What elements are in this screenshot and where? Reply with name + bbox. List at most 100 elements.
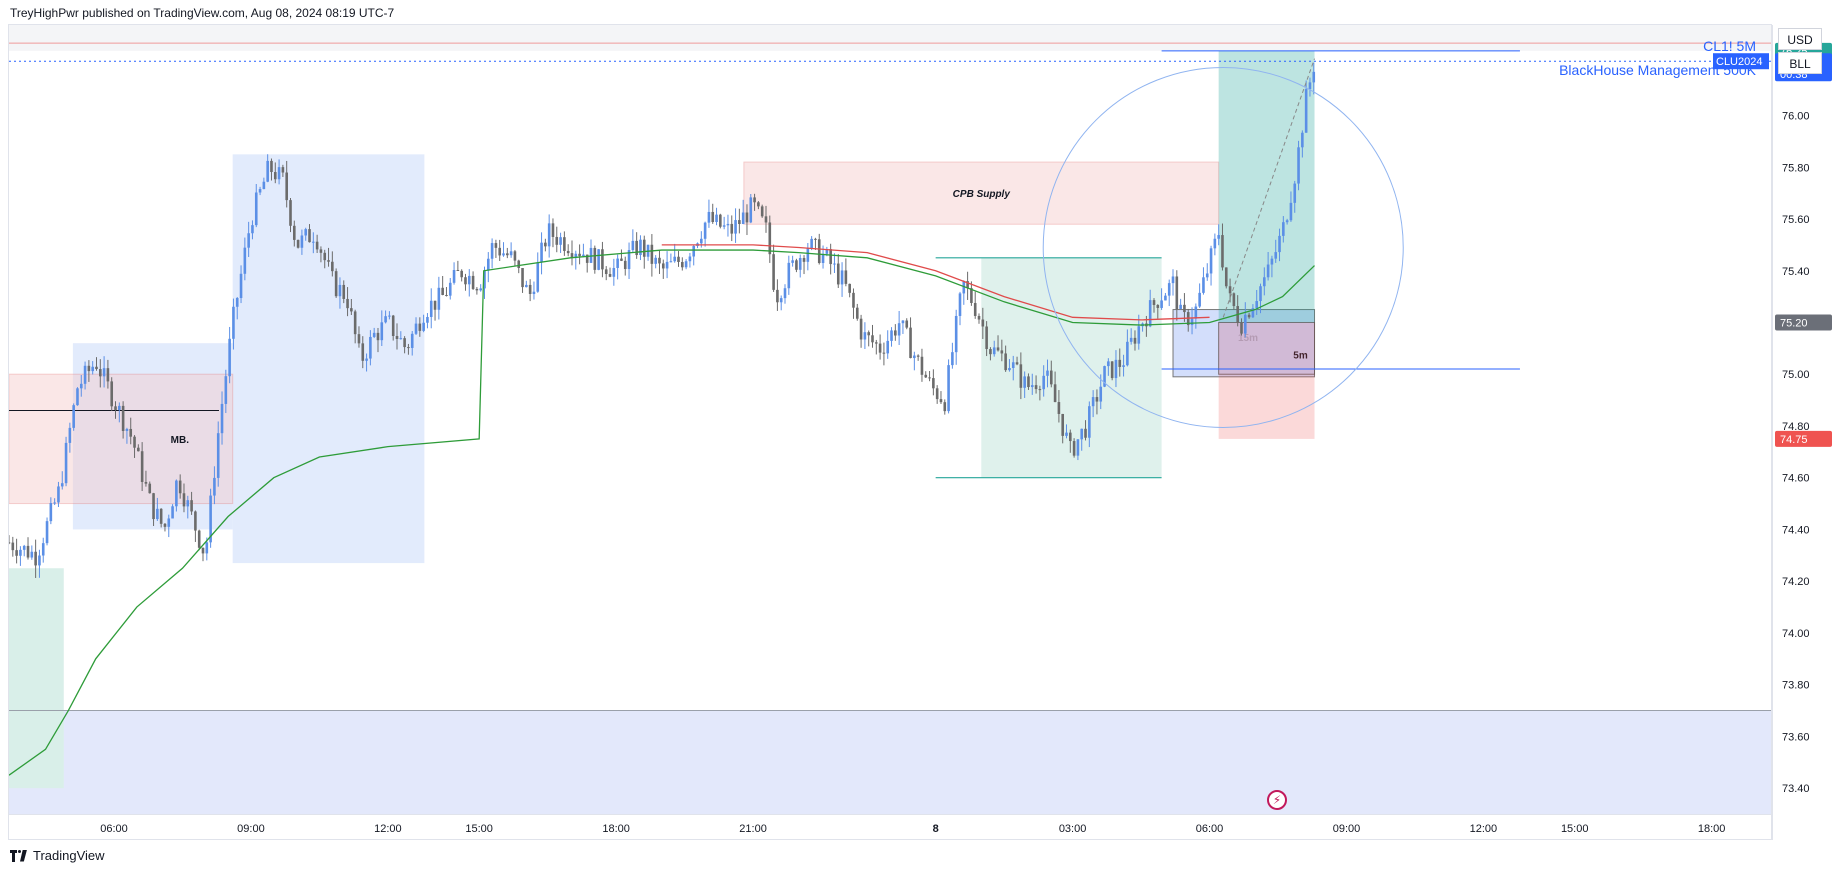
candle-body (913, 355, 916, 359)
candle-body (852, 292, 855, 308)
candle-body (547, 223, 551, 247)
candle-body (1133, 337, 1137, 344)
candle-body (882, 352, 886, 354)
candle-body (566, 250, 570, 254)
candle-body (1304, 89, 1308, 133)
candle-body (939, 399, 943, 403)
candle-body (585, 254, 589, 263)
candle-body (53, 502, 56, 504)
highlight-circle (1042, 66, 1404, 428)
candle-body (152, 493, 155, 520)
candle-body (1251, 308, 1255, 318)
candle-body (589, 247, 593, 263)
price-tick-label: 76.00 (1782, 111, 1810, 123)
time-axis[interactable]: 06:00 09:00 12:00 15:00 18:00 21:00 8 03:00 06:0… (9, 814, 1771, 840)
candle-body (642, 239, 646, 257)
candle-body (1027, 376, 1030, 388)
candle-body (570, 253, 574, 258)
candle-body (1080, 428, 1084, 440)
candle-body (228, 338, 231, 377)
price-tick-label: 74.80 (1782, 421, 1810, 433)
candle-body (1297, 147, 1300, 184)
zone-label: MB. (171, 435, 190, 446)
candle-body (536, 262, 540, 292)
currency-bll-button[interactable]: BLL (1778, 52, 1822, 74)
candle-body (863, 332, 867, 340)
candle-body (703, 222, 707, 239)
candle-body (125, 428, 129, 431)
candle-body (616, 258, 619, 268)
candle-body (133, 436, 136, 448)
candle-body (213, 477, 216, 496)
candle-body (779, 298, 783, 303)
candle-body (209, 495, 212, 543)
candle-body (312, 241, 315, 243)
candle-body (1175, 276, 1179, 310)
candle-body (121, 405, 125, 431)
candle-body (661, 263, 665, 269)
candle-body (338, 284, 342, 297)
candle-body (34, 551, 37, 566)
candle-body (1034, 385, 1038, 390)
candle-body (1015, 362, 1019, 365)
candle-body (1243, 314, 1247, 334)
ema-line (661, 244, 1210, 321)
candle-body (1099, 386, 1103, 402)
candle-body (1008, 368, 1011, 371)
candle-body (875, 342, 878, 344)
candle-body (144, 481, 148, 484)
publisher-line: TreyHighPwr published on TradingView.com… (10, 6, 395, 20)
lightning-icon[interactable]: ⚡ (1267, 790, 1287, 810)
candle-body (711, 211, 715, 223)
candle-body (353, 311, 357, 335)
candle-body (266, 160, 269, 182)
footer-brand[interactable]: TradingView (10, 848, 105, 863)
candle-body (475, 288, 479, 291)
candle-body (855, 307, 859, 319)
candle-body (707, 211, 711, 223)
candle-body (802, 258, 806, 262)
symbol-tag: CLU2024 (1716, 56, 1762, 68)
candle-body (91, 366, 94, 372)
candle-body (783, 288, 787, 299)
candle-body (894, 330, 897, 336)
candle-body (806, 248, 810, 262)
time-tick-label: 21:00 (739, 823, 767, 835)
candle-body (224, 376, 228, 404)
vwap-line (9, 249, 1315, 776)
candle-body (1266, 264, 1270, 278)
candle-body (1137, 326, 1141, 344)
currency-usd-button[interactable]: USD (1778, 28, 1822, 50)
candle-body (753, 197, 756, 203)
zone-cpb-supply (743, 161, 1220, 225)
candle-body (369, 336, 372, 359)
candle-body (79, 383, 83, 389)
candle-body (654, 257, 657, 264)
zone-label: 5m (1293, 350, 1308, 361)
candle-body (905, 320, 909, 328)
candle-body (315, 241, 319, 250)
time-tick-label: 12:00 (374, 823, 402, 835)
candle-body (612, 267, 616, 277)
range-box (981, 257, 1162, 478)
symbol-watermark: CL1! 5M (1703, 38, 1756, 54)
candle-body (11, 542, 15, 551)
candle-body (247, 233, 250, 248)
candle-body (254, 192, 258, 226)
candle-body (273, 172, 277, 180)
candle-body (1103, 366, 1106, 387)
candle-body (935, 388, 939, 400)
candle-body (848, 283, 851, 293)
candle-body (836, 263, 840, 285)
candle-body (1049, 370, 1053, 385)
candle-body (506, 253, 509, 256)
price-axis[interactable]: 73.40 73.60 73.80 74.00 74.20 74.40 74.60 74.80… (1772, 25, 1833, 840)
candle-body (829, 249, 832, 265)
candle-body (1179, 304, 1182, 310)
candle-body (1156, 304, 1160, 308)
candle-body (532, 291, 536, 294)
candle-body (525, 284, 528, 288)
candle-body (178, 480, 182, 494)
